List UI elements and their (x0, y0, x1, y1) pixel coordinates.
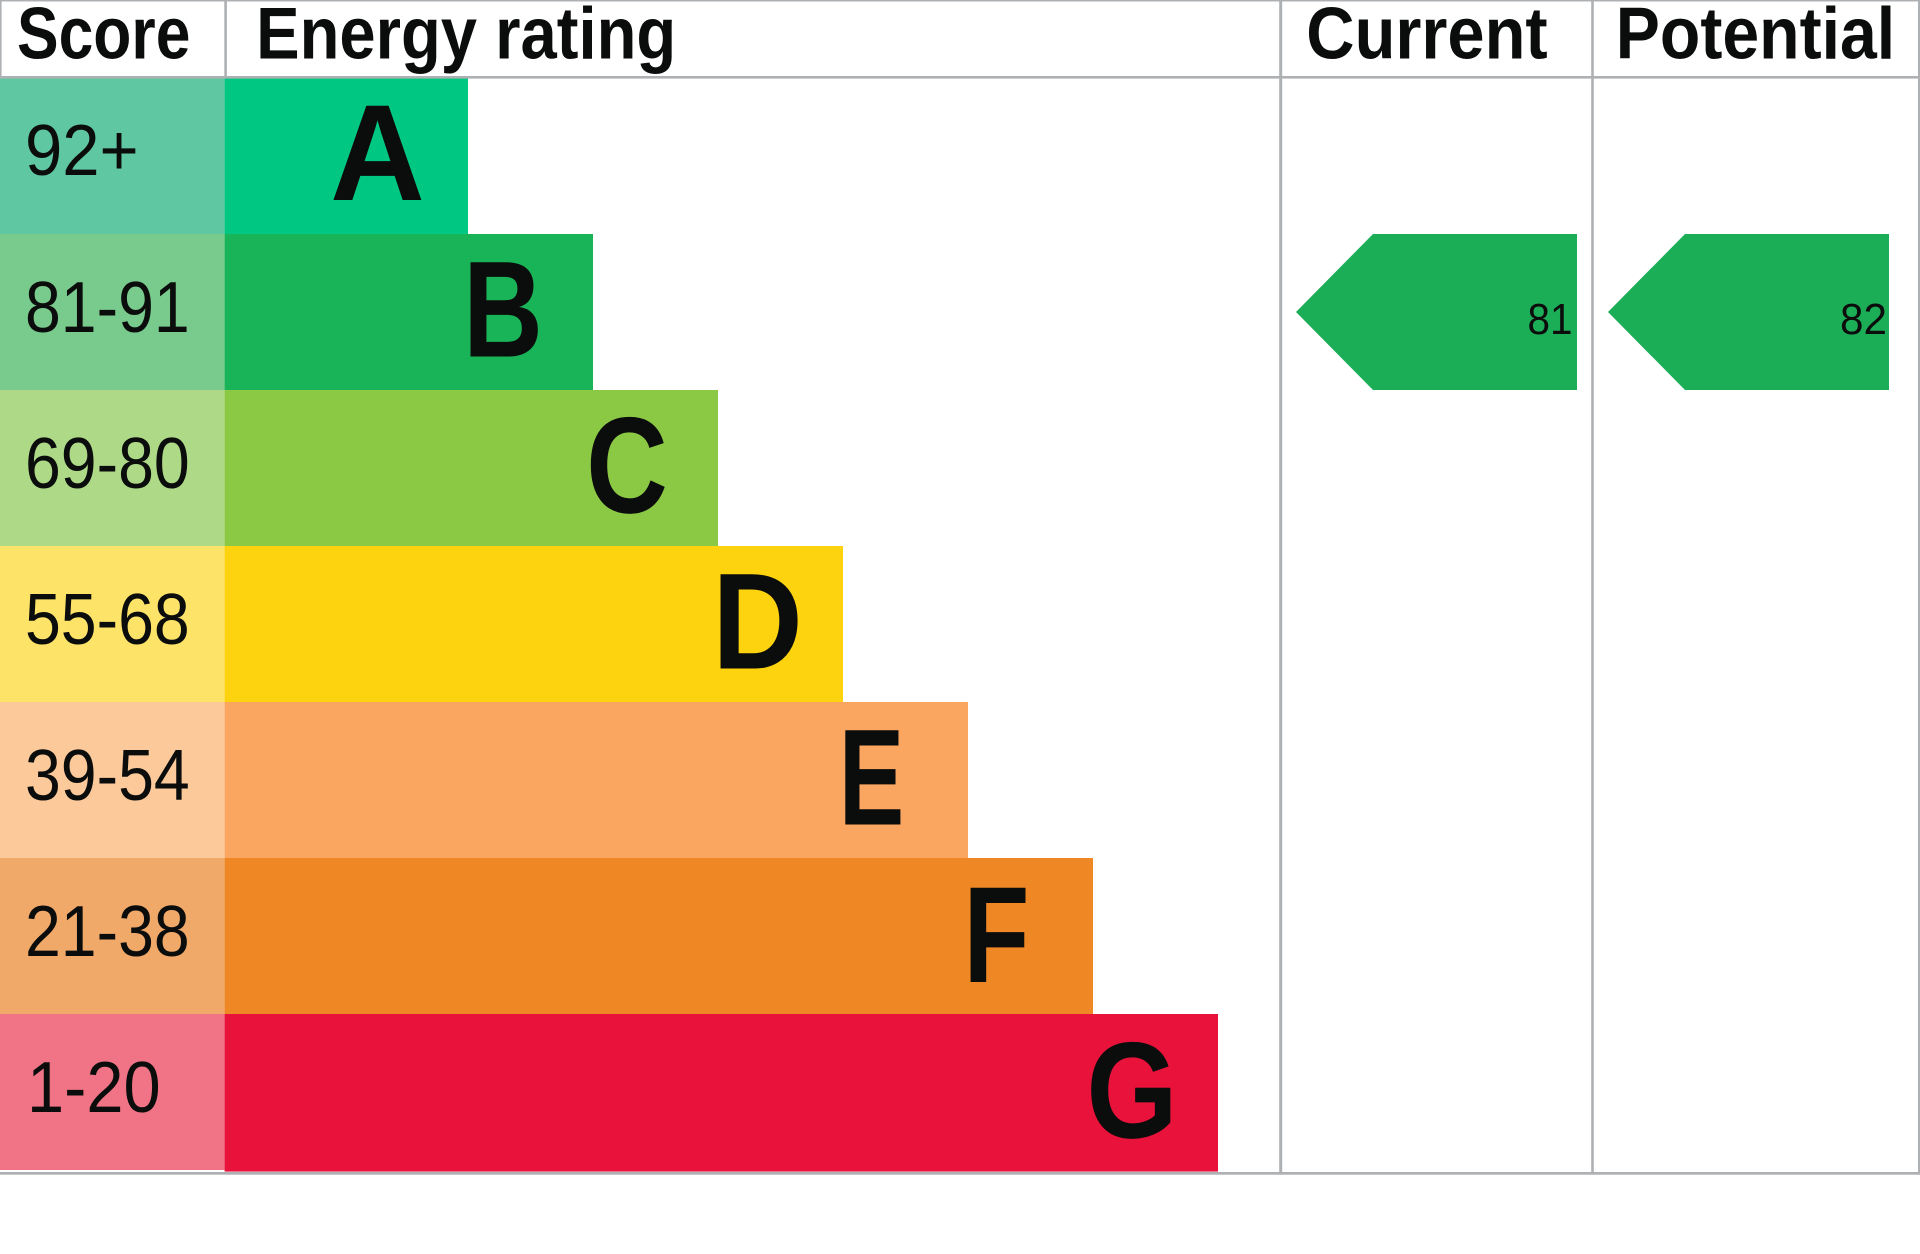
svg-text:F: F (963, 859, 1029, 1012)
svg-text:C: C (586, 390, 668, 543)
svg-text:82: 82 (1840, 295, 1887, 344)
svg-text:92+: 92+ (25, 111, 139, 191)
svg-text:55-68: 55-68 (25, 580, 190, 660)
svg-text:Energy rating: Energy rating (256, 0, 676, 75)
svg-text:Score: Score (17, 0, 190, 75)
svg-text:69-80: 69-80 (25, 424, 190, 504)
svg-text:81-91: 81-91 (25, 268, 190, 348)
svg-text:Current: Current (1306, 0, 1547, 75)
svg-text:Potential: Potential (1616, 0, 1895, 75)
svg-text:81: 81 (1528, 295, 1573, 344)
svg-text:G: G (1086, 1015, 1177, 1168)
svg-text:D: D (712, 546, 803, 699)
svg-text:E: E (839, 702, 905, 855)
svg-text:A: A (330, 77, 425, 230)
svg-text:B: B (463, 234, 543, 387)
svg-text:39-54: 39-54 (25, 736, 190, 816)
svg-text:1-20: 1-20 (27, 1048, 161, 1128)
svg-text:21-38: 21-38 (25, 892, 190, 972)
